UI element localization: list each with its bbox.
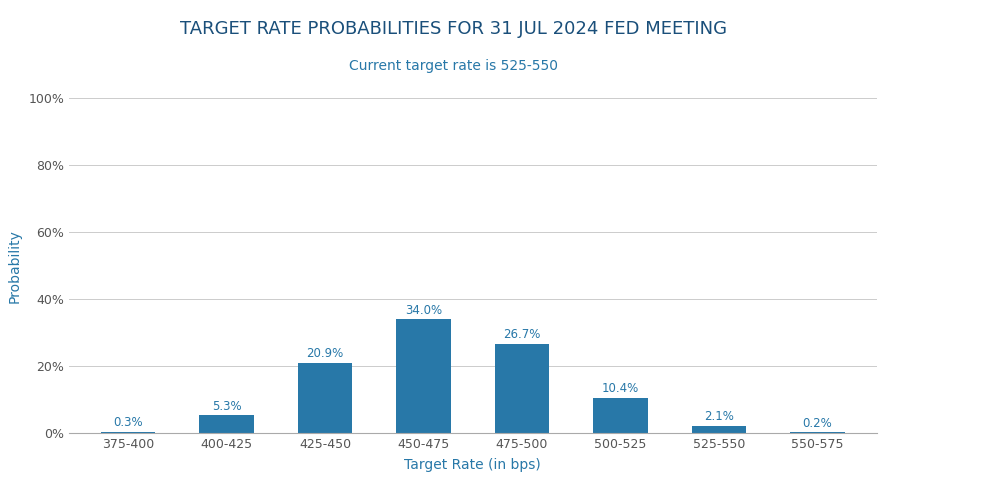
Bar bbox=[199, 415, 254, 433]
Text: Trade Like a Pro: Trade Like a Pro bbox=[863, 139, 967, 153]
Y-axis label: Probability: Probability bbox=[7, 229, 22, 303]
Bar bbox=[790, 432, 844, 433]
Bar bbox=[396, 319, 451, 433]
Text: 26.7%: 26.7% bbox=[503, 328, 541, 341]
Text: 0.2%: 0.2% bbox=[803, 417, 832, 430]
Text: Current target rate is 525-550: Current target rate is 525-550 bbox=[349, 59, 558, 73]
Bar bbox=[691, 426, 746, 433]
Text: 5.3%: 5.3% bbox=[212, 400, 241, 413]
Bar bbox=[297, 363, 353, 433]
Text: 34.0%: 34.0% bbox=[405, 304, 442, 316]
X-axis label: Target Rate (in bps): Target Rate (in bps) bbox=[405, 458, 541, 472]
Text: 10.4%: 10.4% bbox=[602, 382, 639, 396]
Bar bbox=[101, 432, 156, 433]
Text: TARGET RATE PROBABILITIES FOR 31 JUL 2024 FED MEETING: TARGET RATE PROBABILITIES FOR 31 JUL 202… bbox=[179, 20, 727, 38]
Text: FxPro: FxPro bbox=[862, 58, 968, 92]
Text: 20.9%: 20.9% bbox=[306, 347, 344, 360]
Text: 0.3%: 0.3% bbox=[113, 416, 143, 430]
Bar bbox=[593, 398, 647, 433]
Text: 2.1%: 2.1% bbox=[704, 410, 734, 423]
Bar bbox=[494, 343, 550, 433]
